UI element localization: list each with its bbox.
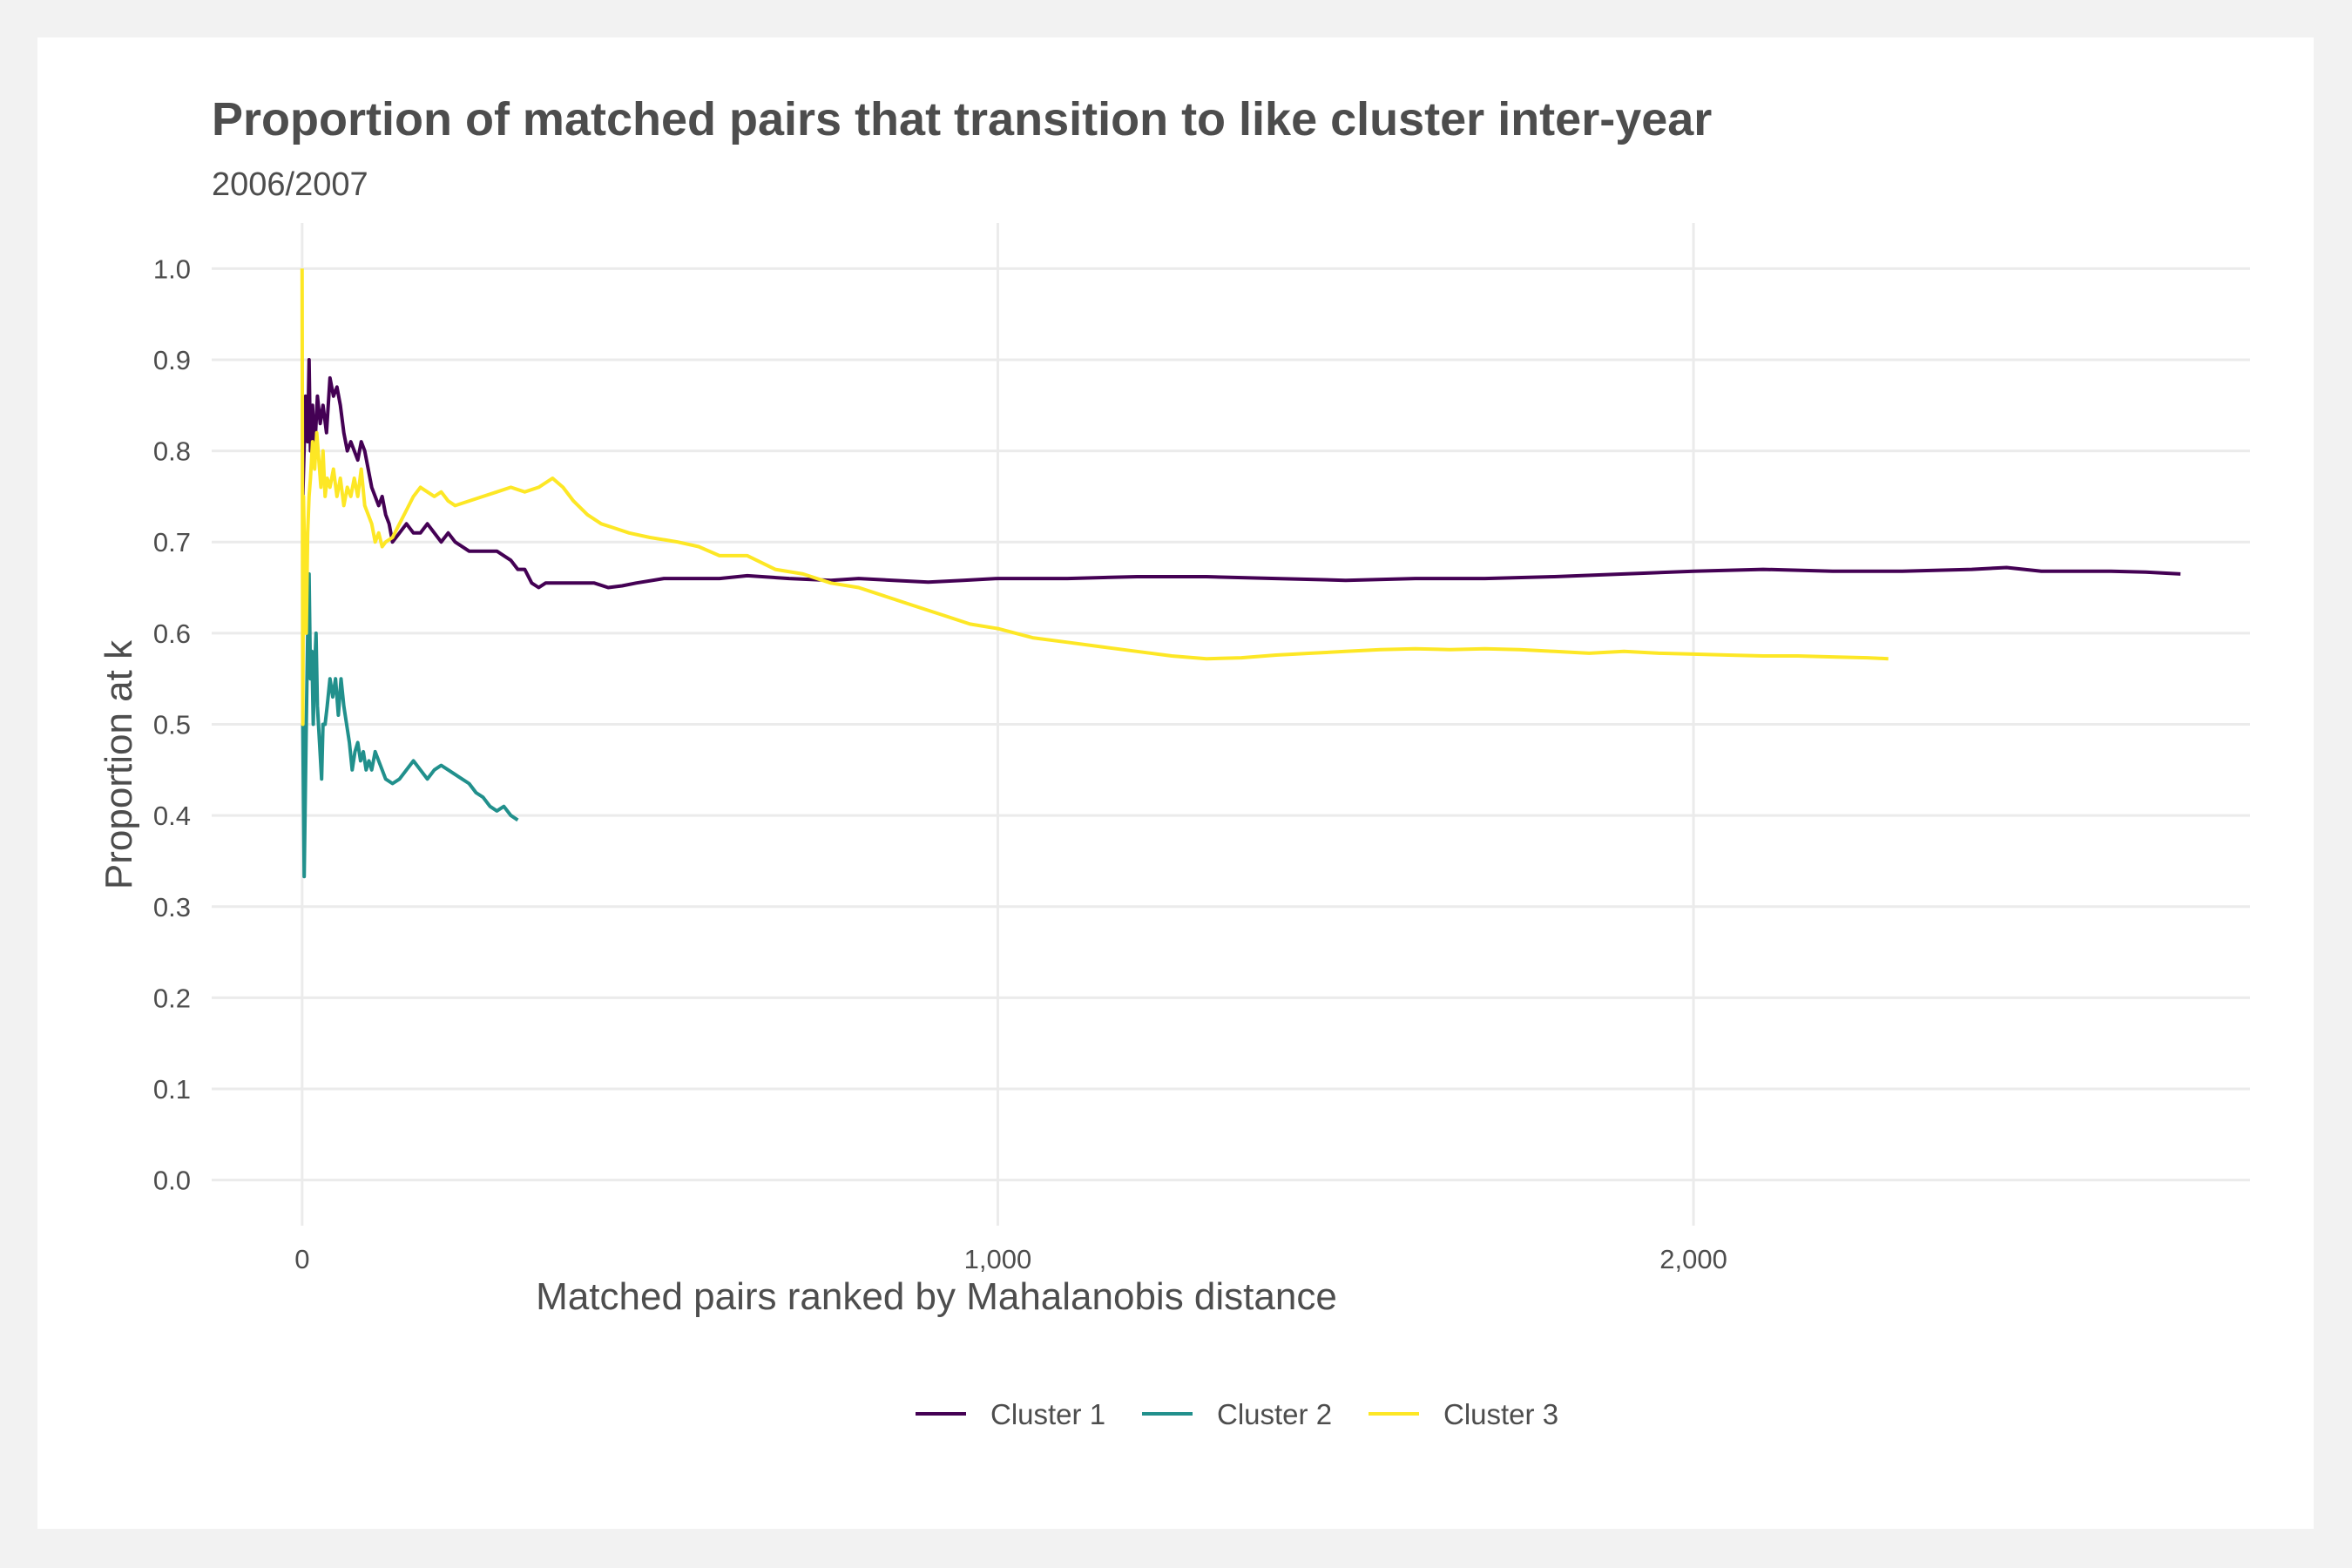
legend-label-cluster-3: Cluster 3 [1443, 1398, 1558, 1430]
x-tick-label: 0 [294, 1244, 309, 1274]
chart-title: Proportion of matched pairs that transit… [212, 93, 1712, 145]
series-line-cluster-2 [301, 571, 519, 879]
y-axis-title: Proportion at k [98, 639, 140, 889]
x-tick-label: 1,000 [964, 1244, 1032, 1274]
line-chart: Proportion of matched pairs that transit… [98, 93, 2250, 1430]
y-tick-label: 0.5 [153, 710, 191, 740]
y-tick-label: 0.2 [153, 983, 191, 1013]
y-tick-label: 0.4 [153, 801, 191, 831]
y-tick-label: 0.8 [153, 436, 191, 467]
gridlines [212, 223, 2250, 1226]
y-tick-label: 0.6 [153, 618, 191, 649]
chart-subtitle: 2006/2007 [212, 166, 368, 203]
series-lines [300, 268, 2181, 879]
y-tick-label: 0.3 [153, 892, 191, 923]
legend-label-cluster-2: Cluster 2 [1217, 1398, 1332, 1430]
y-tick-label: 1.0 [153, 253, 191, 284]
y-tick-label: 0.0 [153, 1166, 191, 1196]
legend-label-cluster-1: Cluster 1 [990, 1398, 1105, 1430]
y-tick-label: 0.7 [153, 527, 191, 558]
chart-card: Proportion of matched pairs that transit… [37, 37, 2314, 1529]
y-tick-label: 0.9 [153, 345, 191, 375]
x-tick-label: 2,000 [1659, 1244, 1727, 1274]
series-line-cluster-3 [300, 268, 1889, 727]
x-axis-title: Matched pairs ranked by Mahalanobis dist… [536, 1275, 1337, 1318]
x-axis-ticks: 0 1,000 2,000 [294, 1244, 1727, 1274]
y-tick-label: 0.1 [153, 1074, 191, 1105]
y-axis-ticks: 0.0 0.1 0.2 0.3 0.4 0.5 0.6 0.7 0.8 0.9 1.0 [153, 253, 191, 1195]
legend: Cluster 1 Cluster 2 Cluster 3 [916, 1398, 1558, 1430]
series-line-cluster-1 [301, 358, 2181, 590]
